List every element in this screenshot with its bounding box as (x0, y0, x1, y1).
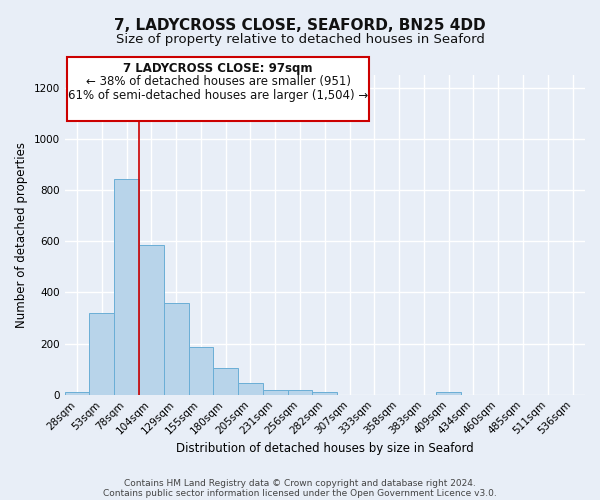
Bar (164, 302, 188, 394)
Bar (188, 348, 214, 395)
Bar (65, 392, 89, 394)
X-axis label: Distribution of detached houses by size in Seaford: Distribution of detached houses by size … (176, 442, 474, 455)
Bar (287, 390, 313, 394)
Text: Contains HM Land Registry data © Crown copyright and database right 2024.: Contains HM Land Registry data © Crown c… (124, 478, 476, 488)
Bar (89, 313, 114, 394)
Bar (238, 382, 263, 394)
Text: 7 LADYCROSS CLOSE: 97sqm: 7 LADYCROSS CLOSE: 97sqm (124, 62, 313, 75)
Bar (214, 368, 238, 394)
Text: 61% of semi-detached houses are larger (1,504) →: 61% of semi-detached houses are larger (… (68, 90, 368, 102)
Bar (139, 245, 164, 394)
Bar (436, 392, 461, 394)
Bar (313, 392, 337, 394)
Y-axis label: Number of detached properties: Number of detached properties (15, 142, 28, 328)
Text: Contains public sector information licensed under the Open Government Licence v3: Contains public sector information licen… (103, 488, 497, 498)
Bar (263, 390, 287, 394)
Text: Size of property relative to detached houses in Seaford: Size of property relative to detached ho… (116, 32, 484, 46)
FancyBboxPatch shape (67, 58, 369, 122)
Bar (114, 178, 139, 394)
Text: ← 38% of detached houses are smaller (951): ← 38% of detached houses are smaller (95… (86, 75, 350, 88)
Text: 7, LADYCROSS CLOSE, SEAFORD, BN25 4DD: 7, LADYCROSS CLOSE, SEAFORD, BN25 4DD (114, 18, 486, 32)
